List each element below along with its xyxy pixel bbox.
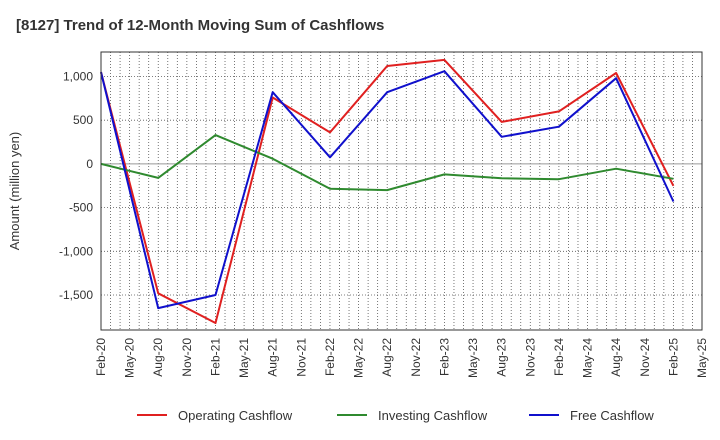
x-tick-label: May-22 <box>352 338 366 378</box>
grid <box>100 52 703 330</box>
x-tick-label: Aug-22 <box>380 338 394 377</box>
series-line-2 <box>100 70 675 310</box>
x-tick-label: Feb-21 <box>208 338 222 376</box>
x-tick-label: Nov-24 <box>638 338 652 377</box>
plot-border <box>100 51 703 331</box>
x-tick-labels: Feb-20 May-20 Aug-20 Nov-20 Feb-21 May-21 Aug-… <box>94 338 709 378</box>
x-tick-label: Feb-25 <box>666 338 680 376</box>
x-tick-label: May-25 <box>695 338 709 378</box>
legend-label: Investing Cashflow <box>378 408 488 423</box>
x-tick-label: Nov-22 <box>409 338 423 377</box>
y-tick-label: -1,500 <box>59 288 93 302</box>
y-tick-label: 0 <box>86 157 93 171</box>
plot-frame <box>100 51 703 331</box>
y-tick-label: -500 <box>69 201 93 215</box>
x-tick-label: Feb-24 <box>552 338 566 376</box>
series-layer <box>100 58 675 324</box>
x-tick-label: May-23 <box>466 338 480 378</box>
x-tick-label: Aug-21 <box>266 338 280 377</box>
series-line-0 <box>100 58 675 324</box>
chart-title: [8127] Trend of 12-Month Moving Sum of C… <box>16 17 384 34</box>
legend-label: Operating Cashflow <box>178 408 293 423</box>
x-tick-label: Nov-21 <box>294 338 308 377</box>
y-tick-labels: 1,000 500 0 -500 -1,000 -1,500 <box>59 69 93 302</box>
x-tick-label: Feb-22 <box>323 338 337 376</box>
series-line-1 <box>100 134 674 192</box>
y-axis-label: Amount (million yen) <box>7 132 22 251</box>
y-tick-label: 1,000 <box>63 69 93 83</box>
y-tick-label: -1,000 <box>59 244 93 258</box>
legend: Operating Cashflow Investing Cashflow Free… <box>137 408 654 423</box>
x-tick-label: Aug-24 <box>609 338 623 377</box>
x-tick-label: May-24 <box>581 338 595 378</box>
x-tick-label: Feb-23 <box>437 338 451 376</box>
y-tick-label: 500 <box>73 113 93 127</box>
x-tick-label: Nov-20 <box>180 338 194 377</box>
x-tick-label: Aug-20 <box>151 338 165 377</box>
x-tick-label: Nov-23 <box>523 338 537 377</box>
x-tick-label: Aug-23 <box>495 338 509 377</box>
x-tick-label: May-20 <box>123 338 137 378</box>
x-tick-label: May-21 <box>237 338 251 378</box>
x-tick-label: Feb-20 <box>94 338 108 376</box>
legend-label: Free Cashflow <box>570 408 654 423</box>
